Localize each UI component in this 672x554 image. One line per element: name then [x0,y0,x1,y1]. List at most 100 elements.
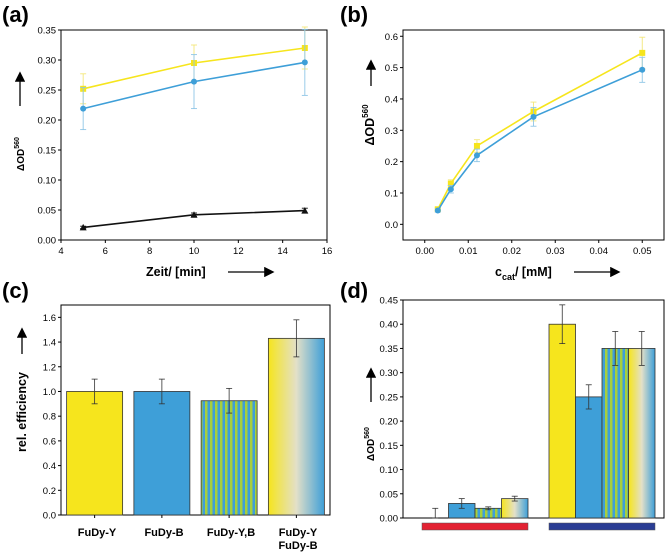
y-tick-label: 1.0 [43,387,56,398]
bar [501,498,529,519]
data-point [639,66,646,73]
bar [200,400,258,516]
y-tick-label: 0.10 [380,465,399,476]
y-tick-label: 1.2 [43,362,56,373]
data-point [301,59,308,66]
y-tick-label: 0.2 [385,157,398,168]
x-tick-label: 0.05 [633,246,652,257]
panel-d-bar-chart: 0.00 0.05 0.10 0.15 0.20 0.25 0.30 0.35 0.40 0.45 [380,296,665,531]
x-tick-label: 0.00 [416,246,435,257]
panel-a-xlabel: Zeit/ [min] [146,265,206,279]
panel-label-b: (b) [340,2,368,27]
y-tick-label: 0.4 [43,461,56,472]
panel-b-line-chart: 0.0 0.1 0.2 0.3 0.4 0.5 0.6 0.00 0.01 0.02 0.03 0.0… [385,29,665,257]
bar [133,391,191,516]
panel-c-bar-chart: 0.0 0.2 0.4 0.6 0.8 1.0 1.2 1.4 1.6 [43,304,331,522]
y-tick-label: 0.4 [385,94,398,105]
plot-frame [402,29,665,241]
data-point [191,78,197,85]
y-tick-label: 0.10 [38,176,57,187]
y-tick-label: 0.0 [385,220,398,231]
x-tick-label: 0.02 [503,246,522,257]
c-ylabel-text: rel. efficiency [15,372,29,452]
y-tick-label: 0.2 [43,486,56,497]
y-tick-label: 0.6 [385,32,398,43]
svg-text:ΔOD560: ΔOD560 [14,137,27,171]
y-tick-label: 0.3 [385,126,398,137]
od-label-sup: 560 [14,137,21,149]
series-line [437,69,643,211]
x-tick-label: 14 [277,246,288,257]
category-label: FuDy-B [278,540,317,552]
y-tick-label: 0.40 [380,320,399,331]
panel-label-c: (c) [2,278,29,303]
x-tick-label: 0.04 [590,246,609,257]
y-tick-label: 0.35 [380,344,399,355]
panel-d-ylabel: ΔOD560 [364,427,377,461]
y-tick-label: 0.00 [380,514,399,525]
od-label-text: ΔOD [366,439,377,461]
bar [575,396,603,519]
y-tick-label: 0.05 [380,489,399,500]
data-point [434,207,441,214]
plot-frame [60,304,331,516]
y-tick-label: 0.15 [38,146,57,157]
category-label: FuDy-Y [279,527,318,539]
y-tick-label: 0.05 [38,206,57,217]
y-tick-label: 0.30 [380,368,399,379]
y-tick-label: 1.4 [43,338,56,349]
x-tick-label: 6 [103,246,108,257]
group-indicator-bar [548,522,656,531]
x-tick-label: 8 [147,246,152,257]
data-point [447,186,454,193]
y-tick-label: 0.30 [38,56,57,67]
category-label: FuDy-Y [78,527,117,539]
bar [548,323,576,519]
xlabel-c: c [495,265,502,279]
y-tick-label: 0.00 [38,236,57,247]
od-label-text: ΔOD [16,149,27,171]
y-tick-label: 0.8 [43,412,56,423]
data-point [447,180,454,187]
data-point [79,223,87,231]
series-line [437,52,643,210]
data-point [639,49,646,56]
bar [601,348,629,519]
panel-label-d: (d) [340,278,368,303]
x-tick-label: 12 [233,246,244,257]
panel-a-ylabel: ΔOD560 [14,137,27,171]
svg-text:ΔOD560: ΔOD560 [361,104,377,146]
x-tick-label: 0.01 [459,246,478,257]
xlabel-rest: / [mM] [515,265,552,279]
plot-frame [402,299,665,519]
panel-a-line-chart: 0.00 0.05 0.10 0.15 0.20 0.25 0.30 0.35 4 6 8 10 12 1… [38,26,333,258]
x-tick-label: 4 [58,246,63,257]
od-label-sup: 560 [361,104,370,118]
group-indicator-bar [421,522,529,531]
data-point [301,207,309,214]
category-label: FuDy-Y,B [207,527,255,539]
y-tick-label: 0.5 [385,63,398,74]
y-tick-label: 0.1 [385,188,398,199]
x-tick-label: 0.03 [546,246,565,257]
od-label-sup: 560 [364,427,371,439]
y-tick-label: 0.45 [380,296,399,307]
bar [267,337,325,516]
panel-b-ylabel: ΔOD560 [361,104,377,146]
od-label-text: ΔOD [363,118,377,146]
bar [66,391,124,516]
bar [628,348,656,519]
data-point [80,105,87,112]
y-tick-label: 0.35 [38,26,57,37]
panel-label-a: (a) [2,2,29,27]
data-point [473,142,480,149]
x-tick-label: 16 [322,246,333,257]
xlabel-sub: cat [502,272,515,282]
y-tick-label: 0.20 [38,116,57,127]
y-tick-label: 0.20 [380,417,399,428]
y-tick-label: 0.25 [380,392,399,403]
panel-b-xlabel: ccat/ [mM] [495,265,552,282]
x-tick-label: 10 [189,246,200,257]
y-tick-label: 1.6 [43,313,56,324]
